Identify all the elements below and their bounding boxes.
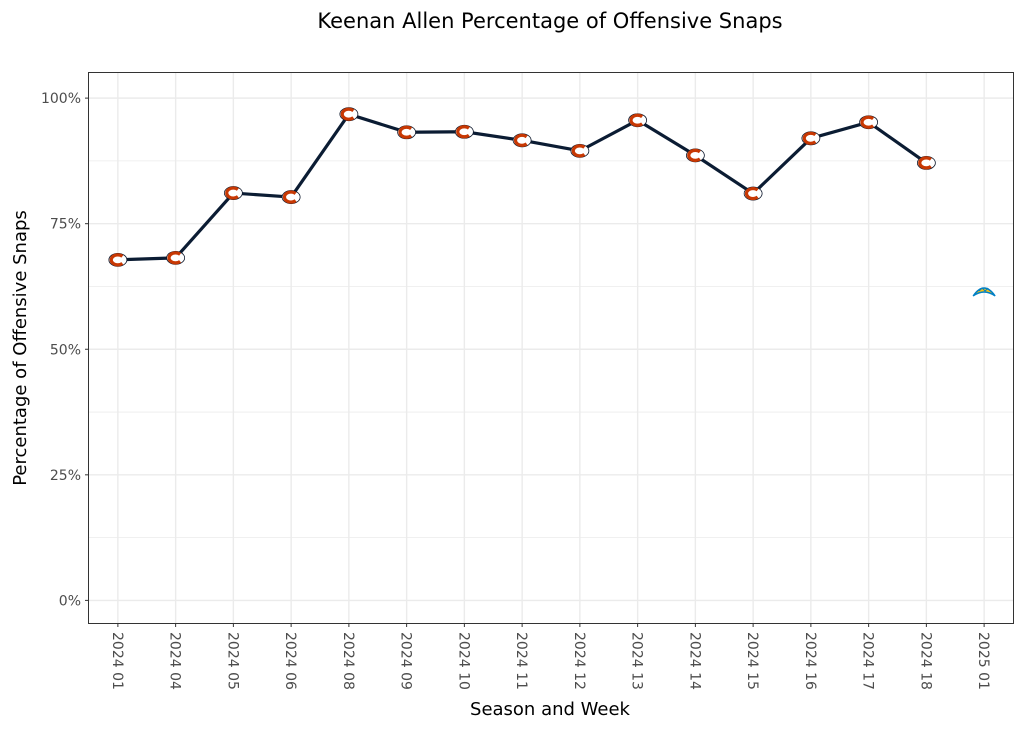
x-tick-label: 2024 12: [571, 632, 587, 690]
y-tick-label: 75%: [50, 217, 81, 233]
bears-c-logo-icon: [685, 148, 705, 163]
panel-border: [88, 72, 1014, 624]
x-tick-label: 2024 14: [686, 632, 702, 690]
bears-c-logo-icon: [166, 250, 186, 265]
bears-c-logo-icon: [281, 190, 301, 204]
bolt-shape: [972, 287, 996, 297]
x-tick-label: 2024 17: [860, 632, 876, 690]
logo-c-shape: [687, 148, 701, 162]
logo-c-shape: [225, 186, 239, 200]
bears-c-logo-icon: [454, 124, 474, 139]
x-tick-label: 2024 06: [282, 632, 298, 690]
x-tick-label: 2024 05: [224, 632, 240, 690]
logo-c-shape: [860, 115, 875, 129]
bears-c-logo-icon: [859, 115, 879, 130]
axis-ticks: 0% 25% 50% 75% 100% 2024 01 2024 04 2024 05 2024…: [41, 91, 991, 690]
bears-c-logo-icon: [916, 156, 936, 170]
y-axis-title: Percentage of Offensive Snaps: [10, 210, 31, 486]
y-tick-label: 100%: [41, 91, 81, 107]
chargers-bolt-logo-icon: [972, 287, 996, 297]
logo-c-shape: [109, 253, 124, 267]
logo-c-shape: [744, 187, 759, 201]
logo-c-shape: [167, 251, 182, 265]
grid-lines: [89, 73, 1013, 623]
x-tick-label: 2024 13: [629, 632, 645, 690]
x-tick-label: 2025 01: [975, 632, 991, 690]
x-tick-label: 2024 01: [109, 632, 125, 690]
x-axis-title: Season and Week: [470, 699, 631, 720]
x-tick-label: 2024 04: [167, 632, 183, 690]
x-tick-label: 2024 18: [917, 632, 933, 690]
logo-c-shape: [918, 156, 932, 170]
logo-c-shape: [571, 144, 586, 158]
bears-c-logo-icon: [628, 113, 648, 128]
logo-c-shape: [282, 190, 297, 204]
logo-c-shape: [513, 133, 528, 147]
bears-c-logo-icon: [223, 186, 243, 200]
y-tick-label: 50%: [50, 342, 81, 358]
bolt-zigzag: [978, 287, 989, 292]
bears-c-logo-icon: [108, 252, 128, 267]
bears-c-logo-icon: [512, 133, 532, 148]
x-tick-label: 2024 11: [513, 632, 529, 690]
chart-title: Keenan Allen Percentage of Offensive Sna…: [317, 9, 782, 33]
bears-c-logo-icon: [801, 131, 821, 146]
x-tick-label: 2024 15: [744, 632, 760, 690]
logo-c-shape: [340, 107, 355, 121]
y-tick-label: 0%: [59, 593, 81, 609]
logo-c-shape: [629, 113, 644, 127]
logo-c-shape: [456, 125, 470, 139]
bears-c-logo-icon: [570, 143, 590, 158]
logo-c-shape: [398, 125, 413, 139]
x-tick-label: 2024 16: [802, 632, 818, 690]
x-tick-label: 2024 09: [398, 632, 414, 690]
bears-c-logo-icon: [397, 125, 417, 140]
y-tick-label: 25%: [50, 468, 81, 484]
logo-c-shape: [802, 131, 817, 145]
x-tick-label: 2024 08: [340, 632, 356, 690]
bears-c-logo-icon: [339, 107, 359, 122]
x-tick-label: 2024 10: [455, 632, 471, 690]
bears-c-logo-icon: [743, 186, 763, 201]
series-layer: [108, 107, 996, 297]
